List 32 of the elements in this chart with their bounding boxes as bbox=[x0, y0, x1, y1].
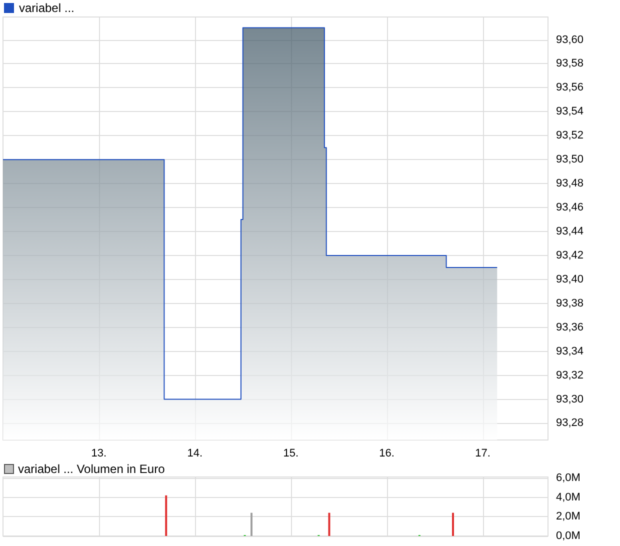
y-tick-label: 93,28 bbox=[556, 417, 584, 430]
y-tick-label: 93,32 bbox=[556, 369, 584, 382]
y-tick-label: 93,52 bbox=[556, 130, 584, 142]
x-tick-label: 14. bbox=[187, 448, 203, 460]
bar bbox=[452, 512, 454, 536]
x-tick-label: 16. bbox=[379, 448, 394, 460]
bar bbox=[250, 512, 253, 536]
y-tick-label: 93,44 bbox=[556, 225, 584, 238]
y-tick-label: 2,0M bbox=[556, 510, 580, 523]
series-label: variabel ... Volumen in Euro bbox=[18, 462, 165, 476]
y-tick-label: 93,60 bbox=[556, 34, 584, 46]
y-tick-label: 93,48 bbox=[556, 178, 584, 190]
y-tick-label: 93,58 bbox=[556, 58, 584, 70]
y-tick-label: 93,30 bbox=[556, 393, 584, 406]
x-tick-label: 15. bbox=[283, 448, 298, 460]
y-tick-label: 93,50 bbox=[556, 154, 584, 166]
legend-label: variabel ... bbox=[19, 1, 74, 15]
bar bbox=[165, 495, 168, 536]
y-tick-label: 93,56 bbox=[556, 82, 584, 94]
x-tick-label: 17. bbox=[475, 448, 490, 460]
y-tick-label: 93,54 bbox=[556, 106, 584, 118]
y-tick-label: 93,34 bbox=[556, 345, 584, 358]
y-tick-label: 93,42 bbox=[556, 249, 584, 262]
y-tick-label: 93,40 bbox=[556, 273, 584, 286]
y-tick-label: 93,38 bbox=[556, 297, 584, 310]
y-tick-label: 4,0M bbox=[556, 491, 580, 504]
bar bbox=[328, 512, 330, 536]
y-tick-label: 0,0M bbox=[556, 530, 580, 542]
y-tick-label: 93,36 bbox=[556, 321, 584, 334]
y-tick-label: 6,0M bbox=[556, 472, 580, 484]
y-tick-label: 93,46 bbox=[556, 202, 584, 214]
x-tick-label: 13. bbox=[91, 448, 107, 460]
